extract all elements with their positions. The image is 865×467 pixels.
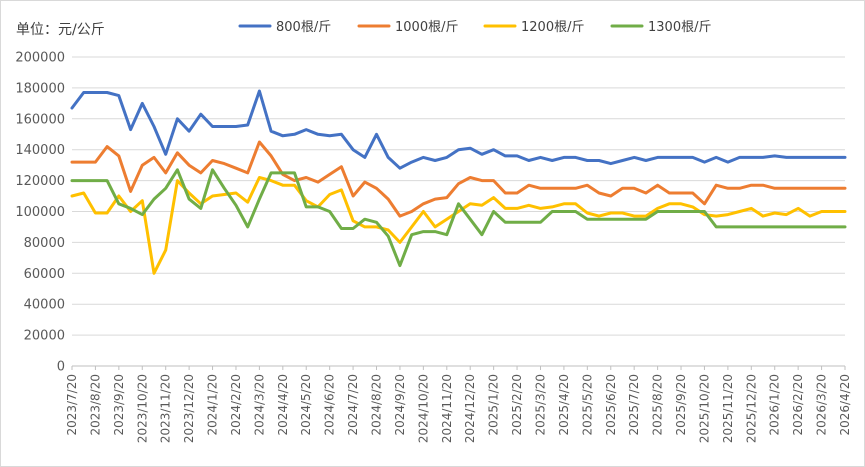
x-tick-label: 2024/1/20: [206, 374, 220, 436]
x-tick-label: 2023/12/20: [182, 374, 196, 443]
unit-label: 单位：元/公斤: [16, 22, 105, 38]
x-tick-label: 2024/4/20: [276, 374, 290, 436]
y-tick-label: 40000: [24, 298, 65, 313]
x-tick-label: 2025/2/20: [510, 374, 524, 436]
x-tick-label: 2025/9/20: [674, 374, 688, 436]
x-tick-label: 2024/11/20: [440, 374, 454, 443]
x-tick-label: 2026/1/20: [768, 374, 782, 436]
x-tick-label: 2024/5/20: [299, 374, 313, 436]
y-tick-label: 80000: [24, 236, 65, 251]
series-line: [70, 140, 847, 218]
x-tick-label: 2025/11/20: [721, 374, 735, 443]
legend: 800根/斤 1000根/斤 1200根/斤 1300根/斤: [238, 20, 711, 35]
x-tick-label: 2023/11/20: [159, 374, 173, 443]
x-tick-label: 2026/3/20: [815, 374, 829, 436]
series-lines: [70, 89, 847, 275]
x-tick-label: 2023/7/20: [65, 374, 79, 436]
x-tick-label: 2025/7/20: [627, 374, 641, 436]
y-tick-label: 20000: [24, 329, 65, 344]
y-tick-label: 180000: [15, 81, 65, 96]
x-tick-label: 2025/1/20: [487, 374, 501, 436]
x-tick-label: 2025/8/20: [651, 374, 665, 436]
x-tick-label: 2025/4/20: [557, 374, 571, 436]
series-line: [70, 168, 847, 268]
y-tick-label: 140000: [15, 143, 65, 158]
legend-label: 1300根/斤: [648, 20, 711, 35]
x-tick-label: 2023/9/20: [112, 374, 126, 436]
y-tick-label: 120000: [15, 174, 65, 189]
y-tick-label: 100000: [15, 205, 65, 220]
x-tick-label: 2024/6/20: [323, 374, 337, 436]
x-tick-label: 2025/10/20: [697, 374, 711, 443]
legend-label: 800根/斤: [276, 20, 331, 35]
x-tick-label: 2025/12/20: [744, 374, 758, 443]
series-line: [70, 89, 847, 170]
x-tick-label: 2023/8/20: [88, 374, 102, 436]
y-tick-label: 200000: [15, 51, 65, 66]
x-tick-label: 2024/2/20: [229, 374, 243, 436]
y-tick-label: 60000: [24, 267, 65, 282]
x-tick-label: 2024/3/20: [252, 374, 266, 436]
x-tick-label: 2026/2/20: [791, 374, 805, 436]
x-tick-label: 2024/9/20: [393, 374, 407, 436]
x-tick-label: 2025/6/20: [604, 374, 618, 436]
x-tick-label: 2026/4/20: [838, 374, 852, 436]
y-tick-label: 0: [57, 360, 65, 375]
x-tick-label: 2025/5/20: [580, 374, 594, 436]
x-tick-label: 2025/3/20: [533, 374, 547, 436]
x-tick-label: 2023/10/20: [135, 374, 149, 443]
x-tick-label: 2024/10/20: [416, 374, 430, 443]
y-tick-label: 160000: [15, 112, 65, 127]
x-tick-label: 2024/12/20: [463, 374, 477, 443]
legend-label: 1200根/斤: [521, 20, 584, 35]
x-tick-label: 2024/8/20: [370, 374, 384, 436]
x-tick-label: 2024/7/20: [346, 374, 360, 436]
axes: 0 20000 40000 60000 80000 100000 120000 140000 1…: [15, 51, 852, 444]
legend-label: 1000根/斤: [395, 20, 458, 35]
